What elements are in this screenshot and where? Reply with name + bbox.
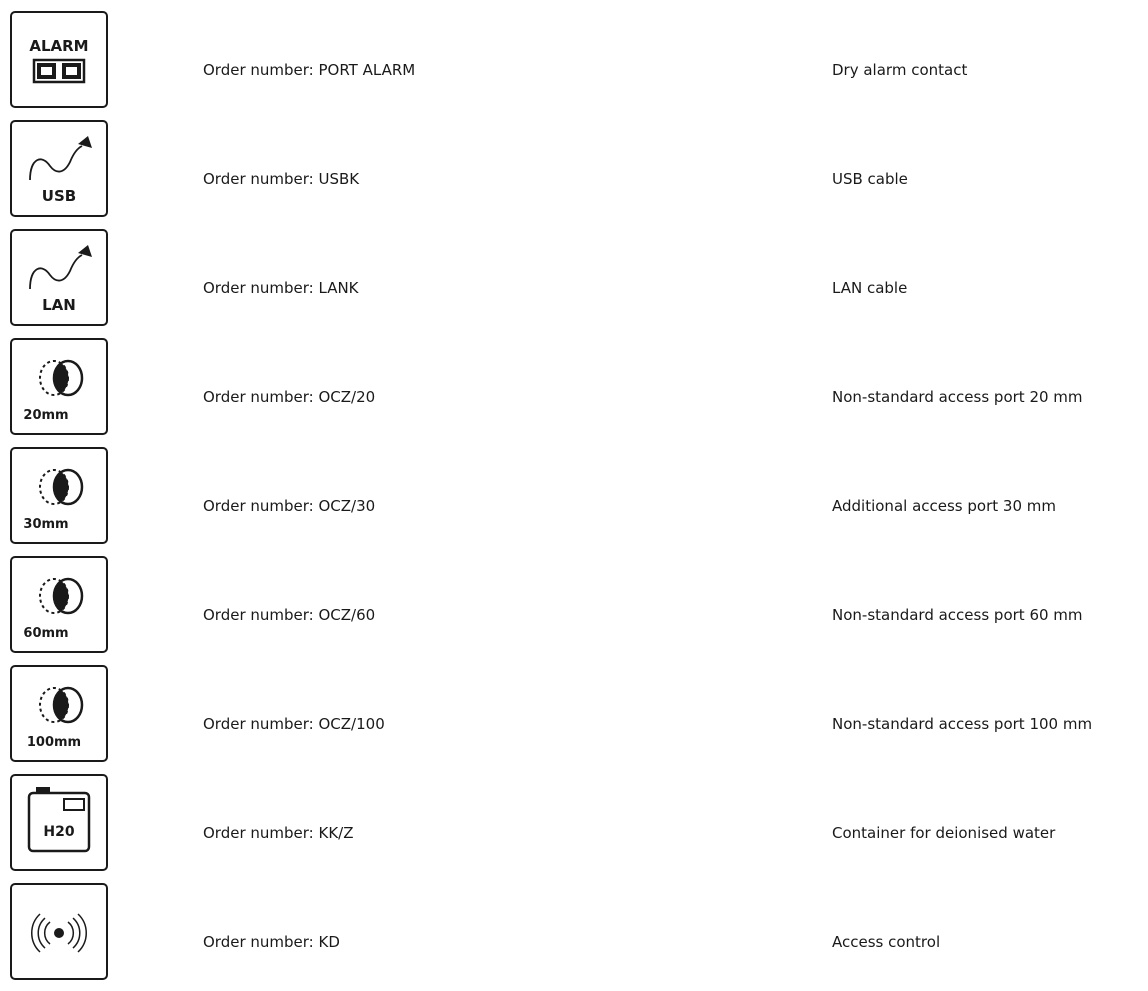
item-description: Additional access port 30 mm [832, 497, 1056, 515]
item-description: Non-standard access port 60 mm [832, 606, 1083, 624]
alarm-icon: ALARM [10, 11, 108, 108]
alarm-icon-label: ALARM [29, 37, 88, 55]
accessory-row-ocz-60: 60mm Order number: OCZ/60 Non-standard a… [0, 555, 1148, 664]
port-size-label: 30mm [23, 517, 68, 532]
accessory-row-usb: USB Order number: USBK USB cable [0, 119, 1148, 228]
port-size-label: 100mm [27, 735, 81, 750]
order-number: Order number: USBK [203, 170, 360, 188]
container-label: H20 [43, 824, 74, 840]
order-number: Order number: OCZ/30 [203, 497, 376, 515]
order-number: Order number: OCZ/60 [203, 606, 376, 624]
accessory-row-ocz-100: 100mm Order number: OCZ/100 Non-standard… [0, 664, 1148, 773]
item-description: Non-standard access port 100 mm [832, 715, 1093, 733]
usb-icon-label: USB [42, 187, 76, 205]
order-number: Order number: OCZ/20 [203, 388, 376, 406]
lan-icon-label: LAN [42, 296, 76, 314]
item-description: LAN cable [832, 279, 908, 297]
order-number: Order number: OCZ/100 [203, 715, 385, 733]
access-port-icon: 100mm [10, 665, 108, 762]
order-number: Order number: LANK [203, 279, 359, 297]
accessory-row-lan: LAN Order number: LANK LAN cable [0, 228, 1148, 337]
item-description: Container for deionised water [832, 824, 1056, 842]
order-number: Order number: KD [203, 933, 340, 951]
accessory-row-kk-z: H20 Order number: KK/Z Container for dei… [0, 773, 1148, 882]
accessory-row-ocz-30: 30mm Order number: OCZ/30 Additional acc… [0, 446, 1148, 555]
item-description: USB cable [832, 170, 908, 188]
lan-cable-icon: LAN [10, 229, 108, 326]
order-number: Order number: PORT ALARM [203, 61, 416, 79]
item-description: Non-standard access port 20 mm [832, 388, 1083, 406]
port-size-label: 60mm [23, 626, 68, 641]
accessory-row-ocz-20: 20mm Order number: OCZ/20 Non-standard a… [0, 337, 1148, 446]
usb-cable-icon: USB [10, 120, 108, 217]
accessory-row-port-alarm: ALARM Order number: PORT ALARM Dry alarm… [0, 10, 1148, 119]
access-control-icon [10, 883, 108, 980]
access-port-icon: 20mm [10, 338, 108, 435]
access-port-icon: 60mm [10, 556, 108, 653]
order-number: Order number: KK/Z [203, 824, 354, 842]
item-description: Access control [832, 933, 941, 951]
port-size-label: 20mm [23, 408, 68, 423]
access-port-icon: 30mm [10, 447, 108, 544]
item-description: Dry alarm contact [832, 61, 968, 79]
accessory-row-kd: Order number: KD Access control [0, 882, 1148, 991]
water-container-icon: H20 [10, 774, 108, 871]
